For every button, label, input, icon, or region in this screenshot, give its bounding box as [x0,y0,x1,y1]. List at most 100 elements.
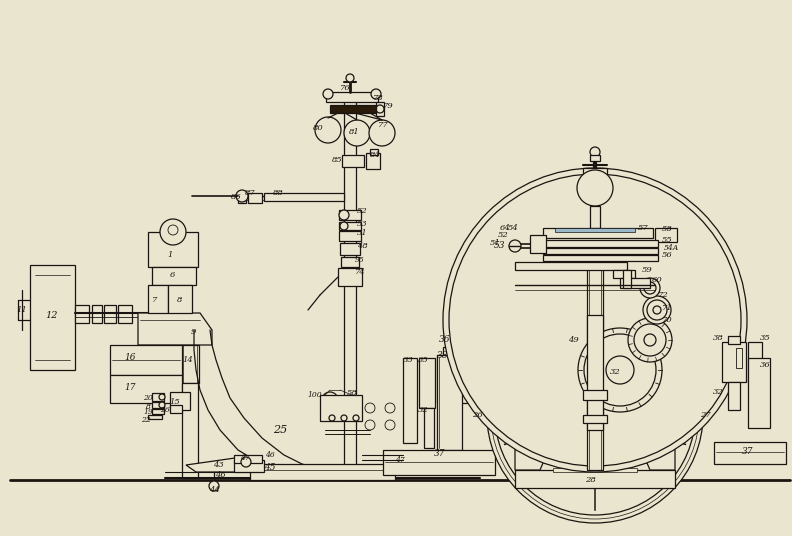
Circle shape [341,415,347,421]
Polygon shape [138,313,212,345]
Circle shape [577,397,613,433]
Bar [341,257,359,267]
Circle shape [329,415,335,421]
Circle shape [385,403,395,413]
Bar [344,100,356,480]
Text: 58: 58 [347,389,357,397]
Bar [437,355,462,450]
Circle shape [583,403,607,427]
Text: 32: 32 [417,406,428,414]
Text: 72: 72 [657,291,668,299]
Text: 80: 80 [313,124,323,132]
Bar [330,105,376,113]
Text: 9: 9 [190,328,196,336]
Text: 78: 78 [372,94,383,102]
Circle shape [644,334,656,346]
Bar [443,347,461,359]
Text: 26: 26 [471,411,482,419]
Bar [339,231,361,241]
Bar [339,222,361,230]
Bar [419,358,435,408]
Bar [748,342,762,382]
Bar [148,285,168,313]
Bar [264,193,344,201]
Text: 46: 46 [215,471,226,479]
Bar [340,243,360,255]
Bar [553,468,637,472]
Circle shape [577,170,613,206]
Bar [728,336,740,344]
Text: 1: 1 [167,251,173,259]
Bar [555,228,635,232]
Bar [583,168,607,174]
Text: 47: 47 [240,454,249,462]
Text: 8: 8 [177,296,183,304]
Text: 51: 51 [489,239,501,247]
Bar [437,355,467,403]
Bar [170,392,190,410]
Text: 27: 27 [699,411,710,419]
Text: 45: 45 [265,463,276,472]
Bar [339,210,361,220]
Bar [30,265,75,370]
Text: 53: 53 [494,242,506,250]
Text: 100: 100 [307,391,322,399]
Circle shape [241,457,251,467]
Circle shape [628,318,672,362]
Bar [152,267,196,285]
Bar [320,395,362,421]
Polygon shape [186,458,258,472]
Text: 46: 46 [265,451,275,459]
Text: 84: 84 [370,151,380,159]
Circle shape [644,282,656,294]
Text: 79: 79 [383,102,394,110]
Text: 52: 52 [497,231,508,239]
Text: 7: 7 [152,296,158,304]
Text: 35: 35 [417,356,428,364]
Bar [748,358,770,428]
Text: 37: 37 [742,448,754,457]
Bar [234,455,262,463]
Bar [623,270,631,288]
Bar [543,240,658,247]
Text: 6: 6 [169,271,175,279]
Text: 54: 54 [508,224,519,232]
Circle shape [160,219,186,245]
Text: 26: 26 [160,406,169,414]
Polygon shape [635,415,675,470]
Text: 22: 22 [141,416,150,424]
Circle shape [640,278,660,298]
Text: 57: 57 [638,224,649,232]
Bar [613,270,635,278]
Text: 37: 37 [434,449,446,458]
Bar [655,228,677,242]
Text: 28: 28 [584,476,596,484]
Bar [583,390,607,400]
Circle shape [643,296,671,324]
Text: 85: 85 [332,156,342,164]
Circle shape [584,334,656,406]
Text: 54A: 54A [664,244,679,252]
Text: 87: 87 [245,189,255,197]
Bar [366,153,380,169]
Circle shape [682,422,690,430]
Bar [238,193,246,203]
Text: 11: 11 [17,306,28,314]
Bar [583,415,607,423]
Text: 20: 20 [143,394,153,402]
Bar [543,248,658,254]
Text: 38: 38 [713,334,723,342]
Bar [424,408,434,448]
Bar [370,149,378,155]
Bar [714,442,786,464]
Text: 16: 16 [124,354,135,362]
Text: 44: 44 [208,486,219,494]
Bar [403,358,417,443]
Circle shape [500,422,508,430]
Circle shape [369,120,395,146]
Circle shape [403,457,413,467]
Circle shape [393,457,403,467]
Bar [388,455,412,471]
Bar [590,206,600,228]
Bar [736,348,742,368]
